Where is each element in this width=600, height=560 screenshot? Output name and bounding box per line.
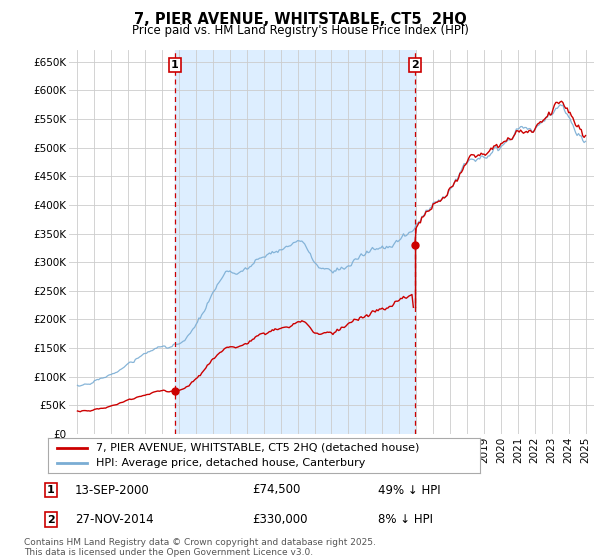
- Text: £330,000: £330,000: [252, 513, 308, 526]
- Text: 7, PIER AVENUE, WHITSTABLE, CT5 2HQ (detached house): 7, PIER AVENUE, WHITSTABLE, CT5 2HQ (det…: [95, 443, 419, 453]
- Text: £74,500: £74,500: [252, 483, 301, 497]
- Text: 49% ↓ HPI: 49% ↓ HPI: [378, 483, 440, 497]
- Text: Contains HM Land Registry data © Crown copyright and database right 2025.
This d: Contains HM Land Registry data © Crown c…: [24, 538, 376, 557]
- Text: 7, PIER AVENUE, WHITSTABLE, CT5  2HQ: 7, PIER AVENUE, WHITSTABLE, CT5 2HQ: [134, 12, 466, 27]
- Text: 2: 2: [47, 515, 55, 525]
- Text: 27-NOV-2014: 27-NOV-2014: [75, 513, 154, 526]
- Text: HPI: Average price, detached house, Canterbury: HPI: Average price, detached house, Cant…: [95, 458, 365, 468]
- Text: 1: 1: [171, 60, 179, 69]
- Text: 8% ↓ HPI: 8% ↓ HPI: [378, 513, 433, 526]
- Text: 13-SEP-2000: 13-SEP-2000: [75, 483, 150, 497]
- Text: 2: 2: [411, 60, 419, 69]
- Bar: [175, 50, 415, 434]
- Text: 1: 1: [47, 485, 55, 495]
- Text: Price paid vs. HM Land Registry's House Price Index (HPI): Price paid vs. HM Land Registry's House …: [131, 24, 469, 36]
